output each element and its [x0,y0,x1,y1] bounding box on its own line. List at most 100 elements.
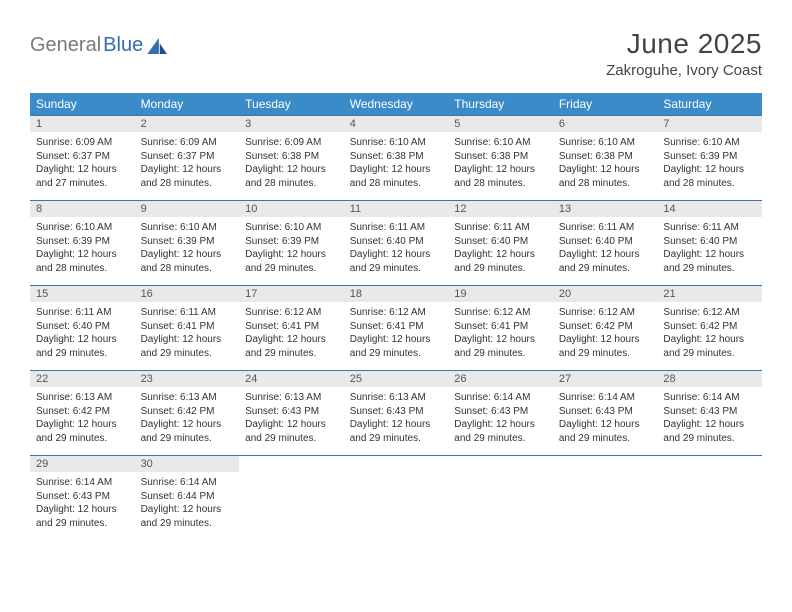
day2-text: and 28 minutes. [559,177,652,191]
day1-text: Daylight: 12 hours [141,333,234,347]
day2-text: and 28 minutes. [245,177,338,191]
sunset-text: Sunset: 6:38 PM [559,150,652,164]
day-cell: Sunrise: 6:11 AMSunset: 6:40 PMDaylight:… [344,217,449,285]
sunset-text: Sunset: 6:41 PM [350,320,443,334]
day2-text: and 29 minutes. [141,432,234,446]
day2-text: and 29 minutes. [36,347,129,361]
calendar-week: 15161718192021Sunrise: 6:11 AMSunset: 6:… [30,285,762,370]
sunset-text: Sunset: 6:41 PM [245,320,338,334]
sunrise-text: Sunrise: 6:10 AM [559,136,652,150]
day1-text: Daylight: 12 hours [36,418,129,432]
sunrise-text: Sunrise: 6:09 AM [141,136,234,150]
day2-text: and 28 minutes. [141,177,234,191]
sunset-text: Sunset: 6:43 PM [454,405,547,419]
location-subtitle: Zakroguhe, Ivory Coast [606,62,762,79]
sunrise-text: Sunrise: 6:10 AM [350,136,443,150]
day-number: 15 [30,286,135,302]
sunset-text: Sunset: 6:43 PM [36,490,129,504]
sunrise-text: Sunrise: 6:09 AM [36,136,129,150]
day1-text: Daylight: 12 hours [663,333,756,347]
day-cell: Sunrise: 6:13 AMSunset: 6:42 PMDaylight:… [30,387,135,455]
day-number: 5 [448,116,553,132]
day-cell [553,472,658,540]
sunrise-text: Sunrise: 6:10 AM [663,136,756,150]
day2-text: and 29 minutes. [663,432,756,446]
day1-text: Daylight: 12 hours [350,418,443,432]
day2-text: and 28 minutes. [141,262,234,276]
sunset-text: Sunset: 6:40 PM [36,320,129,334]
day2-text: and 28 minutes. [454,177,547,191]
sunrise-text: Sunrise: 6:11 AM [141,306,234,320]
day1-text: Daylight: 12 hours [36,503,129,517]
day-number: 20 [553,286,658,302]
sunset-text: Sunset: 6:38 PM [245,150,338,164]
day1-text: Daylight: 12 hours [245,418,338,432]
sunset-text: Sunset: 6:39 PM [36,235,129,249]
sunrise-text: Sunrise: 6:11 AM [559,221,652,235]
sunset-text: Sunset: 6:37 PM [141,150,234,164]
day-number: 4 [344,116,449,132]
logo-text-general: General [30,34,101,57]
day1-text: Daylight: 12 hours [350,248,443,262]
page-title: June 2025 [606,28,762,60]
calendar-grid: Sunday Monday Tuesday Wednesday Thursday… [30,93,762,540]
header: GeneralBlue June 2025 Zakroguhe, Ivory C… [30,28,762,79]
day-cell: Sunrise: 6:14 AMSunset: 6:43 PMDaylight:… [657,387,762,455]
day1-text: Daylight: 12 hours [559,418,652,432]
day1-text: Daylight: 12 hours [245,163,338,177]
sunset-text: Sunset: 6:42 PM [559,320,652,334]
calendar-week: 1234567Sunrise: 6:09 AMSunset: 6:37 PMDa… [30,115,762,200]
day1-text: Daylight: 12 hours [454,333,547,347]
day-number: 19 [448,286,553,302]
sunrise-text: Sunrise: 6:10 AM [141,221,234,235]
sunrise-text: Sunrise: 6:11 AM [36,306,129,320]
day1-text: Daylight: 12 hours [245,248,338,262]
day1-text: Daylight: 12 hours [454,248,547,262]
day-cell: Sunrise: 6:12 AMSunset: 6:41 PMDaylight:… [344,302,449,370]
day-cell: Sunrise: 6:09 AMSunset: 6:37 PMDaylight:… [30,132,135,200]
day2-text: and 28 minutes. [36,262,129,276]
day2-text: and 28 minutes. [350,177,443,191]
sunset-text: Sunset: 6:39 PM [663,150,756,164]
sunset-text: Sunset: 6:38 PM [454,150,547,164]
sunset-text: Sunset: 6:43 PM [663,405,756,419]
day1-text: Daylight: 12 hours [36,248,129,262]
day-number: 25 [344,371,449,387]
day-number: 6 [553,116,658,132]
sunset-text: Sunset: 6:39 PM [245,235,338,249]
day1-text: Daylight: 12 hours [36,333,129,347]
day-cell: Sunrise: 6:09 AMSunset: 6:37 PMDaylight:… [135,132,240,200]
day-number: 18 [344,286,449,302]
day-number: 28 [657,371,762,387]
logo-text-blue: Blue [103,34,143,57]
weekday-header: Monday [135,93,240,115]
title-block: June 2025 Zakroguhe, Ivory Coast [606,28,762,79]
day-cell: Sunrise: 6:10 AMSunset: 6:38 PMDaylight:… [448,132,553,200]
sunrise-text: Sunrise: 6:09 AM [245,136,338,150]
day-number: 14 [657,201,762,217]
day1-text: Daylight: 12 hours [141,418,234,432]
day1-text: Daylight: 12 hours [141,503,234,517]
sunrise-text: Sunrise: 6:11 AM [350,221,443,235]
day1-text: Daylight: 12 hours [350,333,443,347]
day-cell: Sunrise: 6:12 AMSunset: 6:41 PMDaylight:… [448,302,553,370]
weekday-header: Thursday [448,93,553,115]
sunrise-text: Sunrise: 6:13 AM [141,391,234,405]
day-cell: Sunrise: 6:10 AMSunset: 6:38 PMDaylight:… [553,132,658,200]
sunrise-text: Sunrise: 6:13 AM [36,391,129,405]
weekday-header: Sunday [30,93,135,115]
day-number: 22 [30,371,135,387]
sunrise-text: Sunrise: 6:13 AM [350,391,443,405]
day-number: 8 [30,201,135,217]
day-cell: Sunrise: 6:10 AMSunset: 6:38 PMDaylight:… [344,132,449,200]
day-cell [344,472,449,540]
day-number: 21 [657,286,762,302]
day1-text: Daylight: 12 hours [559,248,652,262]
day2-text: and 29 minutes. [245,347,338,361]
sunrise-text: Sunrise: 6:10 AM [36,221,129,235]
day1-text: Daylight: 12 hours [350,163,443,177]
day2-text: and 29 minutes. [454,262,547,276]
day2-text: and 29 minutes. [663,347,756,361]
day1-text: Daylight: 12 hours [663,163,756,177]
day2-text: and 29 minutes. [559,347,652,361]
